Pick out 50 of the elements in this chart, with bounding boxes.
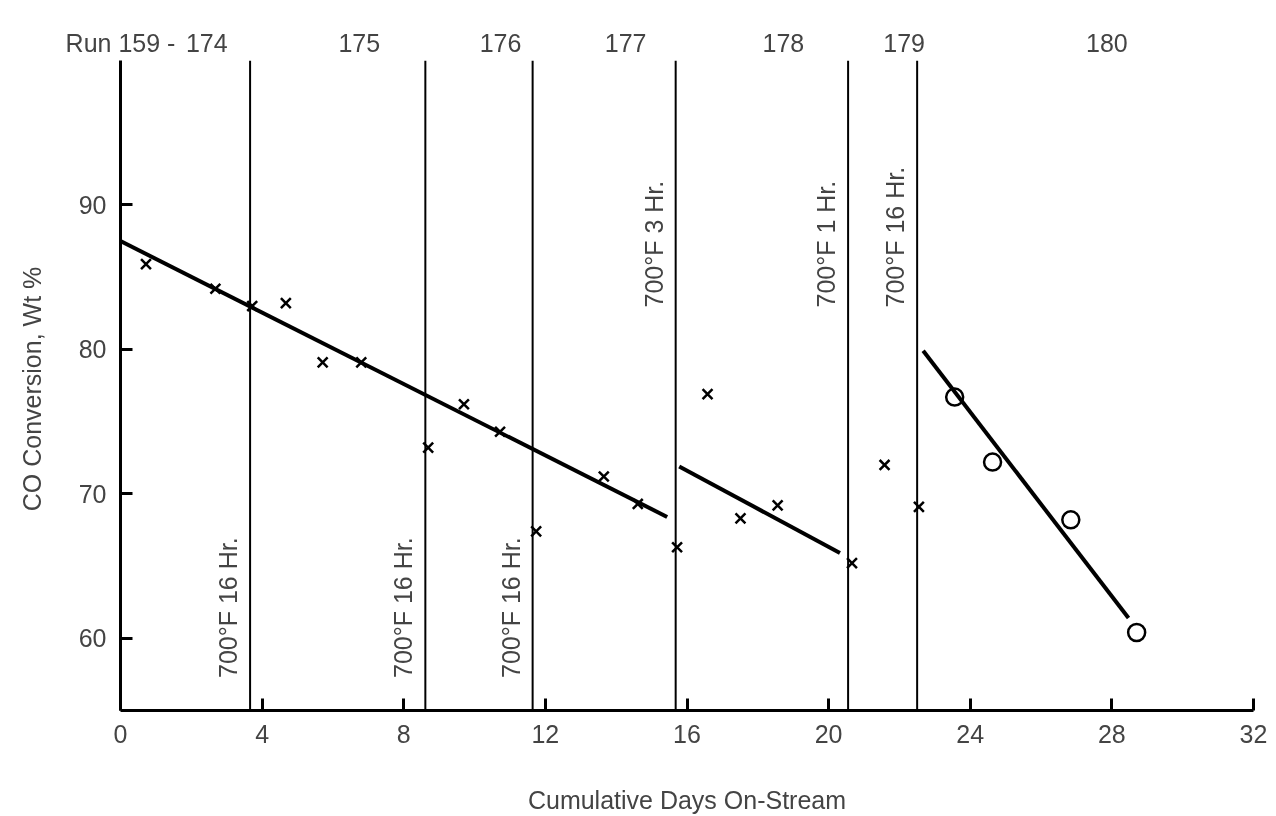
ref-line-label: 700°F 16 Hr. <box>881 166 910 308</box>
y-tick-label: 60 <box>78 624 107 653</box>
x-tick-label: 24 <box>956 719 985 748</box>
point <box>316 356 329 369</box>
x-tick-label: 4 <box>255 719 270 748</box>
text: 179 <box>883 28 926 57</box>
ref-line-label: 700°F 3 Hr. <box>639 180 668 308</box>
point <box>139 257 153 271</box>
x-tick-label: 32 <box>1239 719 1268 748</box>
text: Run 159 - <box>65 28 176 57</box>
ref-line-label: 700°F 16 Hr. <box>214 537 243 678</box>
text: 174 <box>185 28 228 57</box>
ref-line-label: 700°F 16 Hr. <box>389 537 418 678</box>
point <box>457 398 471 411</box>
x-tick-label: 28 <box>1097 719 1126 748</box>
text: 178 <box>762 28 805 57</box>
point <box>878 458 891 472</box>
point <box>1126 622 1147 643</box>
y-tick-label: 90 <box>78 190 107 219</box>
y-tick-label: 80 <box>78 335 107 364</box>
text: 175 <box>338 28 381 57</box>
point <box>493 425 507 438</box>
point <box>421 441 435 454</box>
point <box>734 512 747 525</box>
x-tick-label: 20 <box>814 719 843 748</box>
y-axis-title: CO Conversion, Wt % <box>17 266 46 512</box>
y-tick-label: 70 <box>78 479 107 508</box>
point <box>529 525 543 538</box>
text: 180 <box>1085 28 1128 57</box>
point <box>845 556 859 570</box>
point <box>670 541 684 554</box>
ref-line-label: 700°F 16 Hr. <box>496 537 525 678</box>
x-tick-label: 8 <box>396 719 411 748</box>
point <box>912 500 926 514</box>
text: 176 <box>479 28 522 57</box>
point <box>279 296 293 310</box>
point <box>1061 510 1081 530</box>
x-tick-label: 12 <box>531 719 560 748</box>
x-axis-title: Cumulative Days On-Stream <box>527 785 847 814</box>
text: 177 <box>604 28 647 57</box>
point <box>982 452 1003 472</box>
x-tick-label: 0 <box>113 719 128 748</box>
point <box>597 470 610 483</box>
point <box>209 282 222 295</box>
point <box>771 499 784 512</box>
x-tick-label: 16 <box>673 719 701 748</box>
point <box>631 497 644 511</box>
ref-line-label: 700°F 1 Hr. <box>812 180 841 308</box>
point <box>355 356 368 369</box>
point <box>701 387 714 401</box>
